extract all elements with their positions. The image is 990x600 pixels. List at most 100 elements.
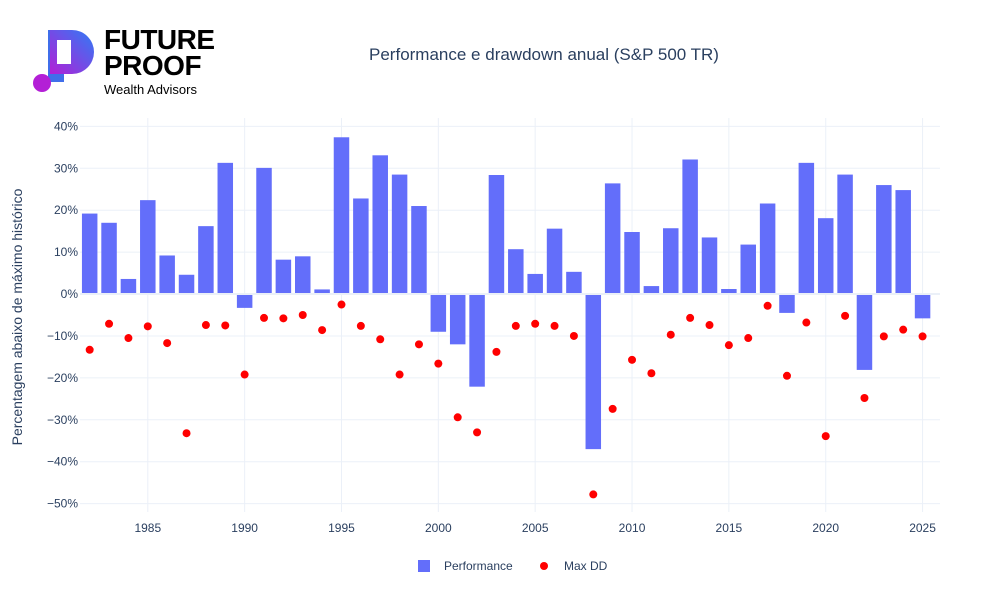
max-dd-point [105, 319, 114, 328]
max-dd-point [473, 428, 482, 437]
max-dd-point [686, 313, 695, 322]
chart-title: Performance e drawdown anual (S&P 500 TR… [369, 45, 719, 64]
performance-bar [101, 222, 117, 295]
performance-bar [372, 155, 388, 295]
max-dd-point [124, 334, 133, 343]
legend-swatch-dot [540, 562, 548, 570]
x-tick-label: 2010 [619, 521, 646, 535]
max-dd-point [666, 330, 675, 339]
max-dd-point [802, 318, 811, 327]
performance-bar [624, 232, 640, 295]
max-dd-point [240, 370, 249, 379]
performance-bar [721, 289, 737, 295]
max-dd-point [414, 340, 423, 349]
max-dd-point [434, 359, 443, 368]
performance-bar [81, 213, 98, 295]
x-tick-label: 1990 [231, 521, 258, 535]
performance-bar [798, 162, 815, 295]
y-tick-label: −10% [47, 329, 78, 343]
legend-label: Max DD [564, 559, 608, 573]
performance-bar [236, 294, 253, 308]
max-dd-point [841, 311, 850, 320]
performance-bar [120, 278, 137, 295]
max-dd-point [531, 319, 540, 328]
legend-swatch-bar [418, 560, 430, 572]
x-tick-label: 2015 [716, 521, 743, 535]
max-dd-point [453, 413, 462, 422]
max-dd-point [589, 490, 598, 499]
performance-bar [585, 294, 602, 450]
performance-bar [333, 137, 350, 295]
max-dd-point [395, 370, 404, 379]
performance-bar [256, 167, 272, 295]
performance-bar [391, 174, 408, 295]
performance-bar [140, 200, 156, 295]
performance-bar [314, 289, 330, 295]
performance-bar [740, 244, 756, 295]
max-dd-point [744, 334, 753, 343]
max-dd-point [550, 321, 559, 330]
logo-mark-icon [33, 30, 94, 92]
max-dd-point [608, 404, 617, 413]
performance-bar [779, 294, 795, 313]
performance-bar [643, 286, 660, 295]
company-logo: FUTURE PROOF Wealth Advisors [30, 24, 220, 100]
x-tick-label: 2020 [812, 521, 839, 535]
max-dd-point [201, 321, 210, 330]
legend-label: Performance [444, 559, 513, 573]
y-tick-label: 20% [54, 203, 78, 217]
max-dd-point [879, 332, 888, 341]
max-dd-point [918, 332, 927, 341]
y-tick-label: 30% [54, 161, 78, 175]
performance-bar [817, 218, 834, 295]
max-dd-point [724, 341, 733, 350]
y-tick-label: 40% [54, 119, 78, 133]
max-dd-point [628, 355, 637, 364]
max-dd-point [782, 371, 791, 380]
max-dd-point [85, 345, 94, 354]
max-dd-point [376, 335, 385, 344]
max-dd-point [318, 326, 327, 335]
max-dd-point [860, 393, 869, 402]
performance-bar [663, 228, 679, 295]
performance-bar [914, 294, 931, 319]
y-tick-label: 10% [54, 245, 78, 259]
performance-bar [469, 294, 485, 387]
logo-wordmark-line1: FUTURE [104, 24, 215, 55]
performance-bar [159, 255, 175, 295]
y-tick-label: −50% [47, 497, 78, 511]
performance-bars [81, 137, 931, 450]
performance-bar [856, 294, 873, 370]
max-dd-point [569, 331, 578, 340]
x-tick-label: 2005 [522, 521, 549, 535]
logo-wordmark-line2: PROOF [104, 50, 202, 81]
max-dd-point [356, 321, 365, 330]
chart-legend[interactable]: Performance Max DD [418, 559, 608, 573]
max-dd-point [821, 432, 830, 441]
x-tick-label: 1985 [134, 521, 161, 535]
x-axis-tick-labels: 1985 1990 1995 2000 2005 2010 2015 2020 2025 [134, 521, 936, 535]
performance-bar [449, 294, 466, 345]
y-axis-tick-labels: 40% 30% 20% 10% 0% −10% −20% −30% −40% −50% [47, 119, 78, 510]
max-dd-point [260, 313, 269, 322]
legend-item-performance[interactable]: Performance [418, 559, 513, 573]
max-dd-point [511, 321, 520, 330]
max-dd-point [163, 339, 172, 348]
y-tick-label: −20% [47, 371, 78, 385]
legend-item-max-dd[interactable]: Max DD [540, 559, 608, 573]
performance-bar [566, 271, 582, 295]
performance-bar [411, 206, 427, 295]
performance-bar [430, 294, 447, 332]
performance-bar [604, 183, 621, 295]
performance-bar [701, 237, 718, 295]
max-dd-point [182, 429, 191, 438]
max-dd-point [763, 301, 772, 310]
x-tick-label: 2025 [909, 521, 936, 535]
performance-bar [295, 256, 311, 295]
max-dd-point [705, 321, 714, 330]
y-tick-label: −40% [47, 455, 78, 469]
performance-bar [353, 198, 369, 295]
performance-bar [275, 259, 292, 295]
max-dd-point [143, 322, 152, 331]
